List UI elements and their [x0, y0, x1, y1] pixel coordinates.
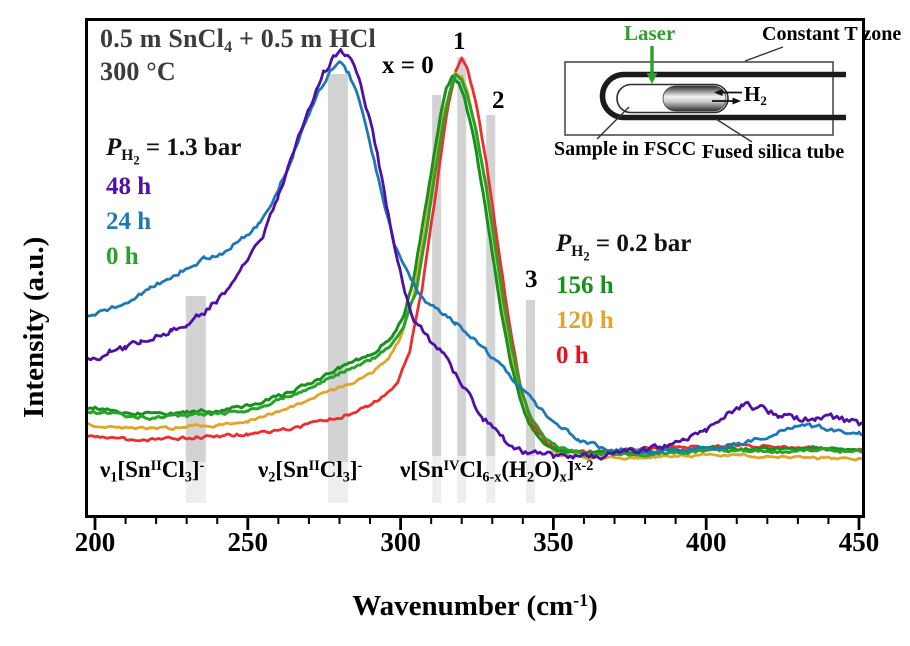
plot-frame — [85, 18, 865, 518]
x-tick-label: 300 — [380, 527, 421, 557]
x-tick-label: 400 — [685, 527, 727, 557]
sample-in-fscc-label: Sample in FSCC — [554, 138, 697, 160]
peak-annotation: 3 — [525, 266, 538, 293]
legend-item-48h: 48 h — [106, 173, 152, 200]
legend-0p2-title: PH2 = 0.2 bar — [556, 230, 692, 264]
band-marker-faint — [185, 462, 206, 503]
band-marker-faint — [457, 456, 467, 503]
band-label-nu1-sncl3: ν1[SnIICl3]- — [100, 457, 205, 486]
y-axis-label: Intensity (a.u.) — [18, 236, 50, 418]
h2-arrow-in-head — [714, 89, 723, 96]
band-marker-faint — [525, 456, 535, 503]
tube-pointer-line — [715, 118, 753, 143]
laser-arrow-head — [646, 73, 658, 84]
legend-item-156h: 156 h — [556, 272, 614, 299]
series-156-h-0-2-bar- — [88, 74, 862, 456]
x-tick-label: 200 — [74, 527, 116, 557]
x-tick-label: 450 — [838, 527, 880, 557]
series-24-h-1-3-bar- — [88, 60, 862, 455]
peak-annotation: 1 — [453, 28, 466, 55]
band-label-nu-sncl6x: ν[SnIVCl6-x(H2O)x]x-2 — [400, 457, 594, 486]
peak-annotation: x = 0 — [382, 52, 434, 79]
legend-1p3-title: PH2 = 1.3 bar — [106, 134, 242, 168]
legend-item-24h: 24 h — [106, 208, 152, 235]
plot-title-temperature: 300 °C — [100, 57, 176, 86]
fused-silica-tube-shape — [599, 71, 846, 121]
band-label-nu2-sncl3: ν2[SnIICl3]- — [258, 457, 363, 486]
band-marker — [457, 58, 467, 456]
band-marker — [486, 115, 496, 456]
sample-pointer-line — [596, 106, 630, 140]
inset-diagram — [564, 46, 846, 143]
band-marker-faint — [432, 456, 442, 503]
h2-arrow-out-head — [732, 97, 741, 105]
laser-label: Laser — [624, 21, 676, 45]
band-marker — [525, 300, 535, 456]
plot-title-composition: 0.5 m SnCl4 + 0.5 m HCl — [100, 24, 376, 57]
band-marker — [185, 296, 206, 462]
band-marker — [432, 95, 442, 456]
x-axis-label: Wavenumber (cm-1) — [352, 590, 598, 622]
plot-layer — [88, 48, 862, 503]
x-tick-label: 250 — [227, 527, 269, 557]
band-marker — [327, 74, 348, 462]
series-48-h-1-3-bar- — [88, 48, 862, 461]
series-0-h-1-3-bar- — [88, 73, 862, 458]
legend-item-120h: 120 h — [556, 307, 614, 334]
sample-piston — [662, 85, 727, 112]
band-marker-faint — [327, 462, 348, 503]
band-marker-faint — [486, 456, 496, 503]
legend-item-0h-1p3: 0 h — [106, 243, 139, 270]
legend-item-0h-0p2: 0 h — [556, 342, 589, 369]
h2-label: H2 — [744, 82, 767, 109]
fused-silica-tube-label: Fused silica tube — [702, 141, 845, 163]
peak-annotation: 2 — [492, 87, 505, 114]
constant-t-zone-box — [564, 61, 834, 136]
constant-t-zone-label: Constant T zone — [762, 23, 902, 45]
constant-t-pointer-line — [744, 46, 784, 62]
x-tick-label: 350 — [533, 527, 574, 557]
